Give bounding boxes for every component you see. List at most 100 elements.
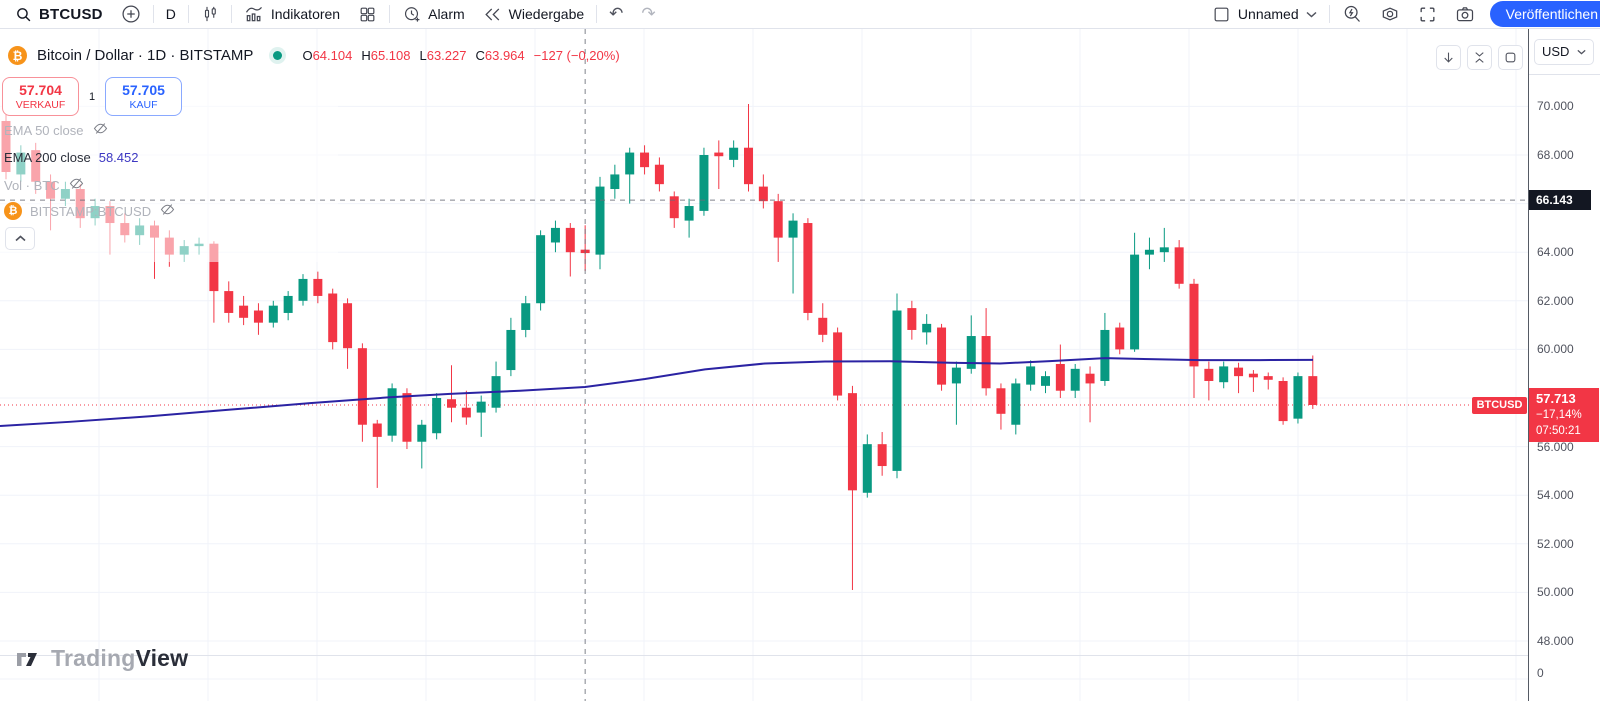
change-value: −127 (−0,20%) xyxy=(533,48,620,63)
toolbar-divider xyxy=(596,5,598,23)
currency-dropdown[interactable]: USD xyxy=(1534,38,1594,65)
camera-icon xyxy=(1455,4,1475,24)
price-tick: 54.000 xyxy=(1537,488,1574,503)
layout-name: Unnamed xyxy=(1237,6,1299,22)
eye-off-icon[interactable] xyxy=(68,175,85,195)
layout-select-button[interactable]: Unnamed xyxy=(1203,1,1326,27)
collapse-pane-button[interactable] xyxy=(1467,45,1492,70)
price-tick: 52.000 xyxy=(1537,536,1574,551)
layout-square-icon xyxy=(1212,5,1231,24)
maximize-icon xyxy=(1505,52,1516,63)
eye-off-icon[interactable] xyxy=(159,201,176,221)
screenshot-button[interactable] xyxy=(1446,1,1484,27)
buy-label: KAUF xyxy=(129,98,158,111)
chevron-up-icon xyxy=(14,235,26,242)
crosshair-price-label: 66.143 xyxy=(1529,190,1591,211)
sell-label: VERKAUF xyxy=(15,98,66,111)
replay-rewind-icon xyxy=(483,5,502,24)
pane-separator[interactable] xyxy=(0,655,1600,656)
watermark-part2: View xyxy=(135,645,189,671)
legend-row-volume[interactable]: Vol · BTC xyxy=(4,176,85,194)
close-value: 63.964 xyxy=(484,48,525,63)
top-toolbar: BTCUSD D Indikatoren Alarm W xyxy=(0,0,1600,29)
gear-icon xyxy=(1380,4,1400,24)
interval-button[interactable]: D xyxy=(157,1,185,27)
last-price-box: 57.713 −17,14% 07:50:21 xyxy=(1529,387,1599,442)
compare-add-symbol-button[interactable] xyxy=(112,1,150,27)
maximize-pane-button[interactable] xyxy=(1498,45,1523,70)
sell-price: 57.704 xyxy=(19,82,62,99)
price-axis-header: USD xyxy=(1529,29,1600,75)
last-price-tag: BTCUSD xyxy=(1472,396,1527,414)
ema200-label: EMA 200 close xyxy=(4,149,91,165)
price-axis[interactable]: USD 70.00068.00066.00064.00062.00060.000… xyxy=(1528,29,1600,701)
chart-style-button[interactable] xyxy=(192,1,228,27)
fullscreen-button[interactable] xyxy=(1409,1,1446,27)
symbol-title[interactable]: Bitcoin / Dollar · 1D · BITSTAMP xyxy=(37,47,254,64)
spread-value: 1 xyxy=(88,90,96,103)
sell-button[interactable]: 57.704 VERKAUF xyxy=(2,77,79,116)
price-tick: 56.000 xyxy=(1537,439,1574,454)
symbol-name: BTCUSD xyxy=(39,5,103,23)
scroll-to-realtime-button[interactable] xyxy=(1436,45,1461,70)
ema50-label: EMA 50 close xyxy=(4,122,84,138)
open-value: 64.104 xyxy=(312,48,353,63)
price-tick: 48.000 xyxy=(1537,634,1574,648)
redo-icon: ↷ xyxy=(641,4,656,23)
tradingview-watermark: TradingView xyxy=(16,645,188,672)
trade-buttons: 57.704 VERKAUF 1 57.705 KAUF xyxy=(2,77,182,116)
pane-button-group xyxy=(1436,45,1523,70)
toolbar-divider xyxy=(389,5,391,23)
tradingview-logo-icon xyxy=(17,652,37,666)
undo-icon: ↶ xyxy=(609,4,624,23)
publish-label: Veröffentlichen xyxy=(1505,6,1598,22)
market-status-dot[interactable] xyxy=(273,51,283,60)
toolbar-divider xyxy=(230,5,232,23)
alert-button[interactable]: Alarm xyxy=(393,1,474,27)
toolbar-divider xyxy=(187,5,189,23)
price-tick: 62.000 xyxy=(1537,293,1574,308)
last-price-value: 57.713 xyxy=(1536,390,1576,406)
legend-row-ema200[interactable]: EMA 200 close 58.452 xyxy=(4,148,138,166)
redo-button[interactable]: ↷ xyxy=(632,1,664,27)
price-tick: 70.000 xyxy=(1537,99,1574,114)
symbol-row-label: BITSTAMP:BTCUSD xyxy=(30,203,152,219)
chart-canvas[interactable] xyxy=(0,29,1529,701)
ema200-value: 58.452 xyxy=(98,149,139,165)
quick-search-button[interactable] xyxy=(1333,1,1371,27)
volume-label: Vol · BTC xyxy=(4,177,60,193)
alert-label: Alarm xyxy=(428,6,465,22)
grid-layout-button[interactable] xyxy=(349,1,386,27)
indicators-label: Indikatoren xyxy=(270,6,341,22)
low-value: 63.227 xyxy=(426,48,467,63)
last-price-countdown: 07:50:21 xyxy=(1536,424,1581,437)
last-price-change: −17,14% xyxy=(1536,408,1582,421)
toolbar-divider xyxy=(152,5,154,23)
publish-button[interactable]: Veröffentlichen xyxy=(1489,1,1600,27)
toolbar-divider xyxy=(1328,5,1330,23)
plus-circle-icon xyxy=(121,4,141,24)
undo-button[interactable]: ↶ xyxy=(600,1,632,27)
price-tick: 50.000 xyxy=(1537,585,1574,600)
volume-zero-tick: 0 xyxy=(1537,666,1544,680)
replay-button[interactable]: Wiedergabe xyxy=(474,1,594,27)
currency-label: USD xyxy=(1542,44,1570,59)
settings-button[interactable] xyxy=(1371,1,1409,27)
legend-collapse-button[interactable] xyxy=(5,227,35,250)
legend-row-symbol[interactable]: ₿ BITSTAMP:BTCUSD xyxy=(4,202,176,220)
bitcoin-logo-icon: ₿ xyxy=(8,46,27,65)
indicators-button[interactable]: Indikatoren xyxy=(235,1,349,27)
ohlc-values: O64.104 H65.108 L63.227 C63.964 −127 (−0… xyxy=(302,48,620,63)
replay-label: Wiedergabe xyxy=(508,6,585,22)
buy-button[interactable]: 57.705 KAUF xyxy=(105,77,182,116)
interval-label: D xyxy=(165,6,176,22)
legend-row-ema50[interactable]: EMA 50 close xyxy=(4,121,109,139)
price-tick: 60.000 xyxy=(1537,342,1574,357)
watermark-part1: Trading xyxy=(51,645,136,671)
buy-price: 57.705 xyxy=(122,82,165,99)
chart-legend-header: ₿ Bitcoin / Dollar · 1D · BITSTAMP O64.1… xyxy=(8,46,620,65)
candlestick-icon xyxy=(201,5,219,23)
quick-search-icon xyxy=(1342,4,1362,24)
symbol-search-button[interactable]: BTCUSD xyxy=(6,1,112,27)
eye-off-icon[interactable] xyxy=(92,120,109,140)
